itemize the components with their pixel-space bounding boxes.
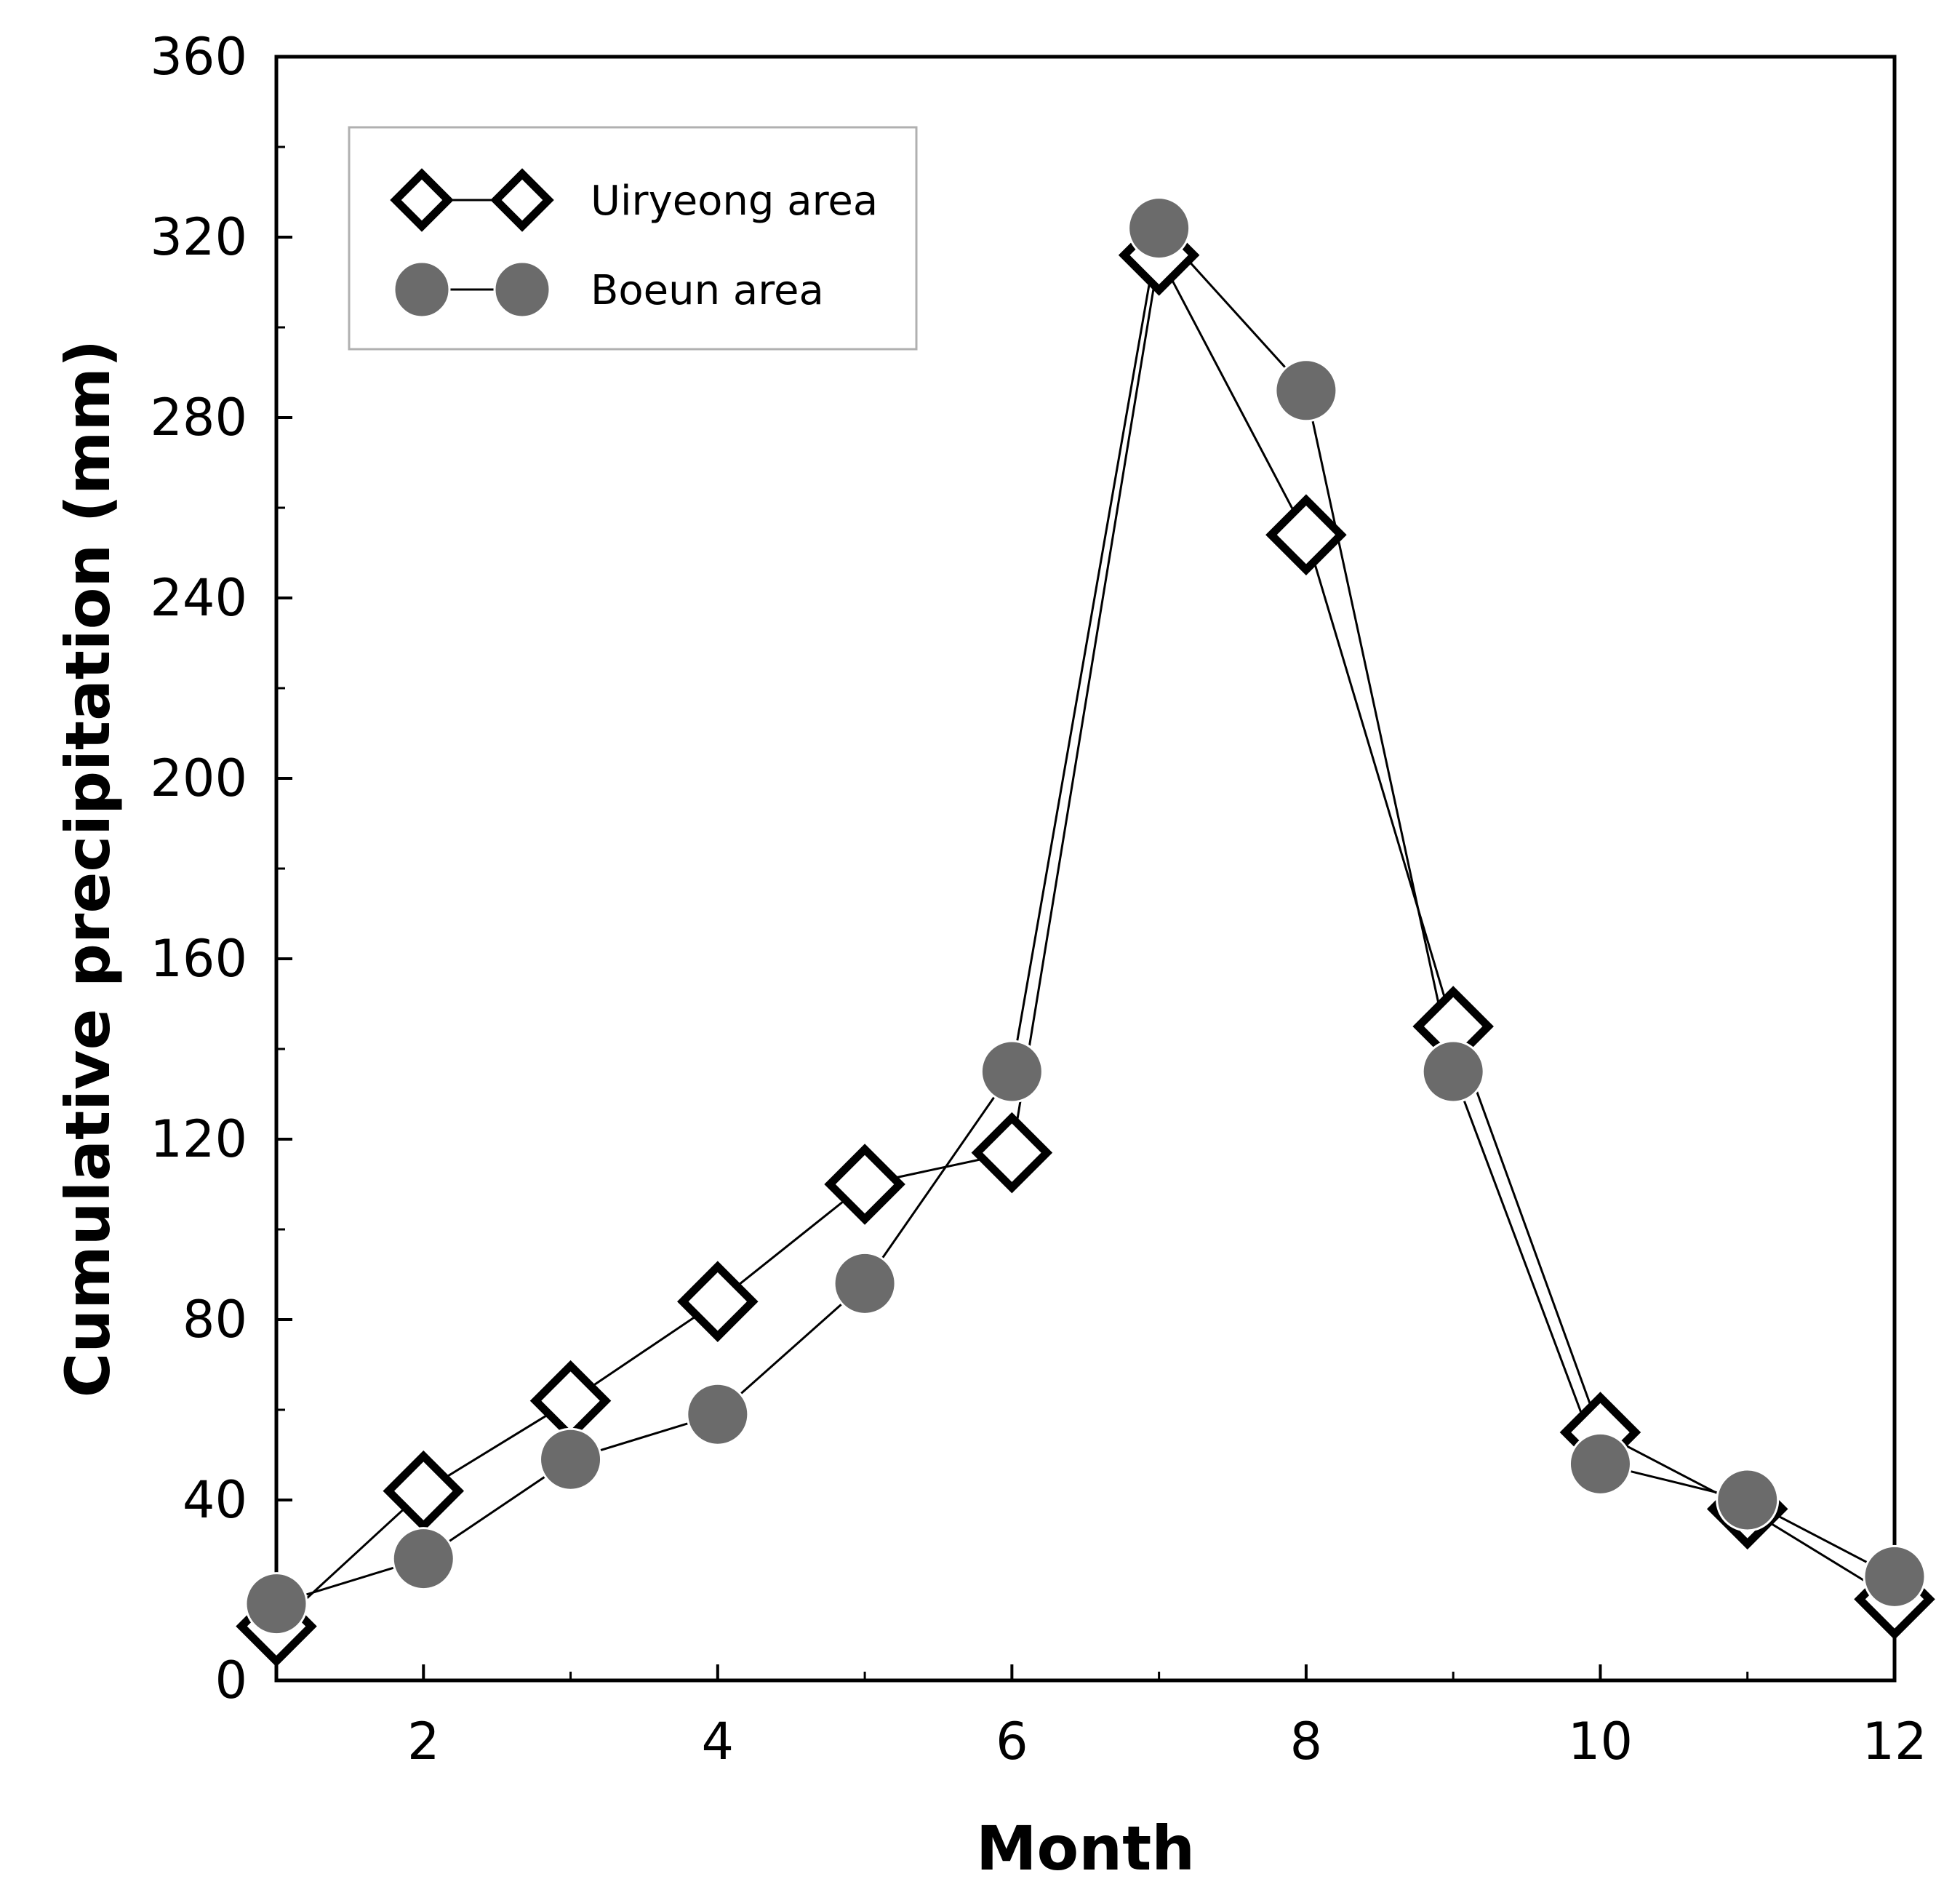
data-point-boeun — [391, 1527, 455, 1591]
data-point-uiryeong — [529, 1360, 612, 1442]
legend: Uiryeong area Boeun area — [348, 126, 918, 351]
legend-marker-uiryeong — [390, 168, 454, 232]
data-point-uiryeong — [677, 1261, 759, 1342]
axis-ticks-group: 0 40 80 120 160 200 240 280 320 360 2 4 6 8 10 12 — [150, 27, 1927, 1771]
data-point-boeun — [1274, 359, 1338, 423]
data-point-boeun — [1568, 1432, 1632, 1496]
legend-label: Boeun area — [591, 267, 824, 314]
y-tick-label: 240 — [150, 568, 247, 628]
x-tick-label: 12 — [1862, 1712, 1927, 1771]
y-tick-label: 40 — [183, 1470, 247, 1530]
data-point-boeun — [1127, 196, 1191, 260]
series-line-boeun — [276, 226, 1895, 1605]
y-tick-label: 0 — [215, 1651, 247, 1710]
x-tick-label: 2 — [407, 1712, 440, 1771]
y-tick-label: 360 — [150, 27, 247, 87]
data-point-uiryeong — [383, 1450, 465, 1532]
series-group — [236, 196, 1935, 1667]
legend-marker-boeun — [493, 260, 551, 319]
x-tick-label: 10 — [1568, 1712, 1633, 1771]
x-tick-label: 4 — [702, 1712, 735, 1771]
data-point-boeun — [980, 1040, 1044, 1104]
data-point-boeun — [686, 1382, 750, 1446]
x-axis-title: Month — [976, 1813, 1195, 1884]
y-tick-label: 320 — [150, 207, 247, 267]
data-point-boeun — [1863, 1544, 1927, 1608]
data-point-boeun — [833, 1251, 897, 1315]
data-point-boeun — [1421, 1040, 1485, 1104]
legend-label: Uiryeong area — [591, 177, 878, 225]
legend-marker-uiryeong — [490, 168, 554, 232]
data-point-boeun — [1716, 1468, 1780, 1532]
x-tick-label: 6 — [996, 1712, 1028, 1771]
y-axis-title: Cumulative precipitation (mm) — [52, 340, 124, 1398]
legend-marker-boeun — [393, 260, 451, 319]
y-tick-label: 160 — [150, 929, 247, 989]
x-tick-label: 8 — [1290, 1712, 1323, 1771]
legend-box — [348, 126, 918, 351]
y-tick-label: 80 — [183, 1290, 247, 1349]
series-line-uiryeong — [275, 252, 1895, 1627]
data-point-uiryeong — [1265, 494, 1347, 575]
y-tick-label: 120 — [150, 1109, 247, 1169]
y-tick-label: 200 — [150, 749, 247, 808]
data-point-boeun — [539, 1427, 603, 1491]
data-point-uiryeong — [824, 1144, 905, 1225]
y-tick-label: 280 — [150, 388, 247, 447]
data-point-uiryeong — [971, 1112, 1053, 1194]
data-point-boeun — [244, 1572, 308, 1636]
